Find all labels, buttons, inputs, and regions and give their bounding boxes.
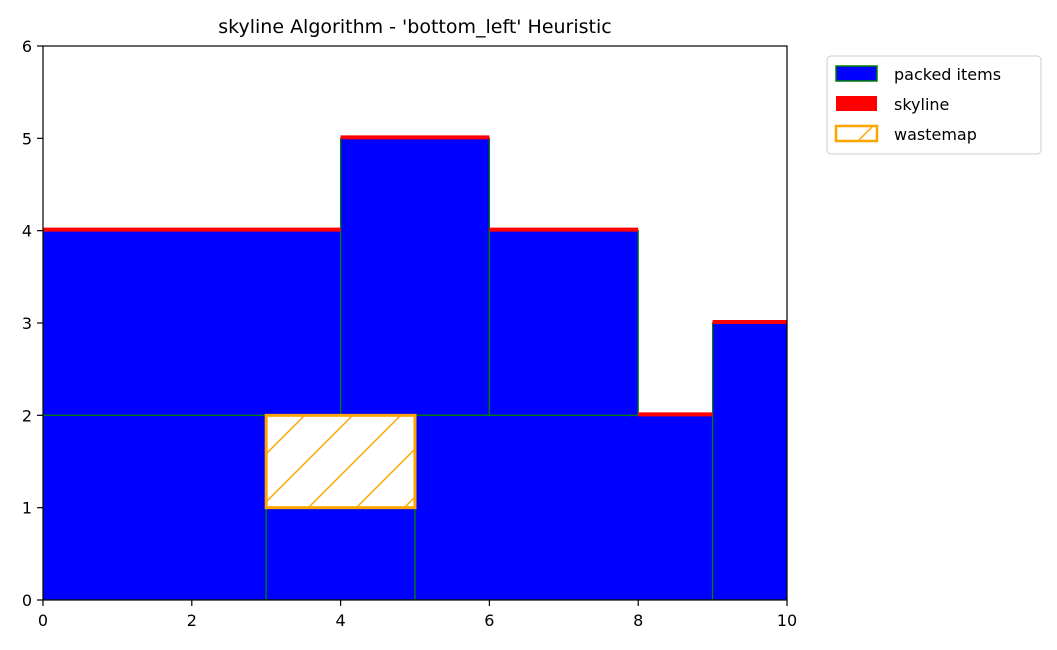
packed-item-3	[265, 507, 416, 600]
legend-label-wastemap: wastemap	[894, 125, 977, 144]
y-tick-label-1: 1	[22, 499, 32, 518]
packed-item-7	[711, 322, 787, 600]
packed-item-1	[43, 414, 267, 600]
legend-swatch-packed-items	[835, 65, 878, 82]
legend-swatch-wastemap-hatch	[857, 126, 873, 142]
x-tick-label-3: 6	[484, 611, 494, 630]
y-axis: 0 1 2 3 4 5 6	[22, 37, 43, 610]
packed-item-2	[43, 230, 342, 416]
x-tick-label-2: 4	[336, 611, 346, 630]
packed-item-4	[339, 137, 491, 416]
legend-swatch-skyline	[836, 96, 877, 111]
plot-area	[42, 45, 788, 601]
skyline-layer	[43, 135, 787, 417]
y-tick-label-0: 0	[22, 591, 32, 610]
wastemap-border-1	[264, 413, 417, 510]
packed-items-layer	[43, 137, 787, 600]
x-tick-label-1: 2	[187, 611, 197, 630]
y-tick-label-6: 6	[22, 37, 32, 56]
x-tick-label-5: 10	[777, 611, 797, 630]
x-tick-label-4: 8	[633, 611, 643, 630]
y-tick-label-5: 5	[22, 129, 32, 148]
y-tick-label-2: 2	[22, 406, 32, 425]
y-tick-label-4: 4	[22, 222, 32, 241]
x-tick-label-0: 0	[38, 611, 48, 630]
y-tick-label-3: 3	[22, 314, 32, 333]
legend-swatch-wastemap	[834, 124, 879, 143]
legend-label-skyline: skyline	[894, 95, 949, 114]
chart-title: skyline Algorithm - 'bottom_left' Heuris…	[218, 16, 611, 38]
wastemap-layer	[264, 413, 417, 510]
x-axis: 0 2 4 6 8 10	[38, 600, 797, 630]
legend-frame	[826, 55, 1042, 155]
legend: packed items skyline wastemap	[826, 55, 1042, 155]
wastemap-hatch-1	[266, 415, 415, 508]
packed-item-5	[414, 414, 714, 600]
legend-label-packed-items: packed items	[894, 65, 1001, 84]
packed-item-6	[488, 230, 639, 416]
